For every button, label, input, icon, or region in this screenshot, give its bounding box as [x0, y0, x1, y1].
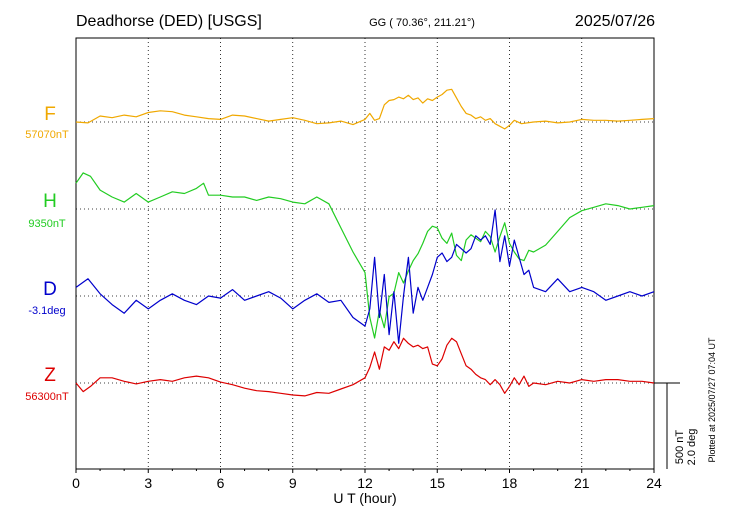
series-baseline-F: 57070nT	[25, 129, 69, 141]
x-tick-label: 3	[144, 475, 152, 491]
series-name-F: F	[44, 104, 56, 125]
series-line-F	[75, 88, 655, 130]
scale-bar: 500 nT 2.0 deg	[654, 382, 698, 469]
series-name-D: D	[43, 279, 57, 300]
x-tick-label: 6	[217, 475, 225, 491]
series-labels: F 57070nT H 9350nT D -3.1deg Z 56300nT	[25, 104, 69, 403]
station-title: Deadhorse (DED) [USGS]	[76, 13, 262, 30]
x-tick-label: 24	[646, 475, 662, 491]
grid	[76, 38, 654, 469]
x-tick-label: 15	[429, 475, 445, 491]
series-name-H: H	[43, 191, 57, 212]
x-tick-label: 12	[357, 475, 373, 491]
series-baseline-Z: 56300nT	[25, 391, 69, 403]
series-line-D	[75, 209, 655, 344]
series-line-Z	[75, 337, 655, 397]
series-group	[75, 88, 655, 397]
series-name-Z: Z	[44, 365, 56, 386]
x-axis: 0 3 6 9 12 15 18 21 24	[72, 469, 662, 491]
plotted-note: Plotted at 2025/07/27 07:04 UT	[707, 337, 717, 463]
scale-bar-nt: 500 nT	[674, 430, 686, 465]
series-baseline-D: -3.1deg	[28, 305, 65, 317]
x-tick-label: 9	[289, 475, 297, 491]
plot-date: 2025/07/26	[575, 13, 655, 30]
station-coords: GG ( 70.36°, 211.21°)	[369, 17, 475, 29]
x-axis-label: U T (hour)	[333, 490, 396, 506]
x-tick-label: 18	[502, 475, 518, 491]
series-line-H	[75, 172, 655, 339]
scale-bar-deg: 2.0 deg	[686, 429, 698, 466]
x-tick-label: 0	[72, 475, 80, 491]
x-tick-label: 21	[574, 475, 590, 491]
series-baseline-H: 9350nT	[28, 218, 66, 230]
